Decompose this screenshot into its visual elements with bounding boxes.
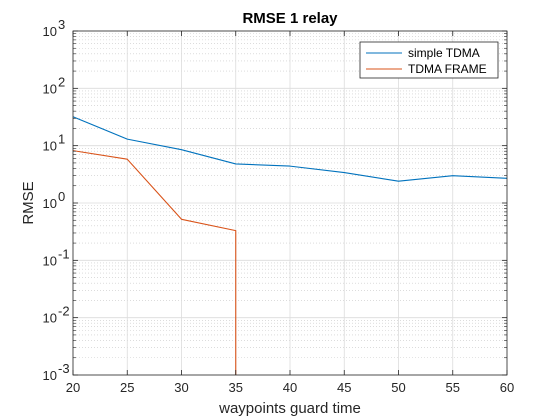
x-tick-label: 60 [500, 380, 514, 395]
x-tick-label: 55 [446, 380, 460, 395]
y-tick-label: 10 [43, 368, 57, 383]
y-tick-exponent: -3 [58, 361, 70, 376]
x-tick-label: 50 [391, 380, 405, 395]
y-tick-exponent: 1 [58, 132, 65, 147]
x-axis-label: waypoints guard time [218, 400, 361, 417]
x-tick-label: 45 [337, 380, 351, 395]
legend: simple TDMA TDMA FRAME [360, 42, 498, 78]
y-tick-label: 10 [43, 24, 57, 39]
legend-entry-simple-tdma: simple TDMA [408, 46, 480, 60]
y-tick-label: 10 [43, 139, 57, 154]
chart-title: RMSE 1 relay [242, 10, 338, 27]
legend-entry-tdma-frame: TDMA FRAME [408, 62, 487, 76]
y-tick-exponent: -1 [58, 246, 70, 261]
x-tick-labels: 20 25 30 35 40 45 50 55 60 [66, 380, 514, 395]
y-tick-exponent: 2 [58, 74, 65, 89]
y-tick-label: 10 [43, 81, 57, 96]
x-tick-label: 25 [120, 380, 134, 395]
x-tick-label: 30 [174, 380, 188, 395]
y-tick-exponent: -2 [58, 304, 70, 319]
y-axis-label: RMSE [20, 181, 37, 224]
y-tick-label: 10 [43, 311, 57, 326]
y-tick-label: 10 [43, 196, 57, 211]
y-tick-exponent: 3 [58, 17, 65, 32]
x-tick-label: 35 [229, 380, 243, 395]
x-tick-label: 20 [66, 380, 80, 395]
x-tick-label: 40 [283, 380, 297, 395]
y-tick-label: 10 [43, 253, 57, 268]
y-tick-exponent: 0 [58, 189, 65, 204]
